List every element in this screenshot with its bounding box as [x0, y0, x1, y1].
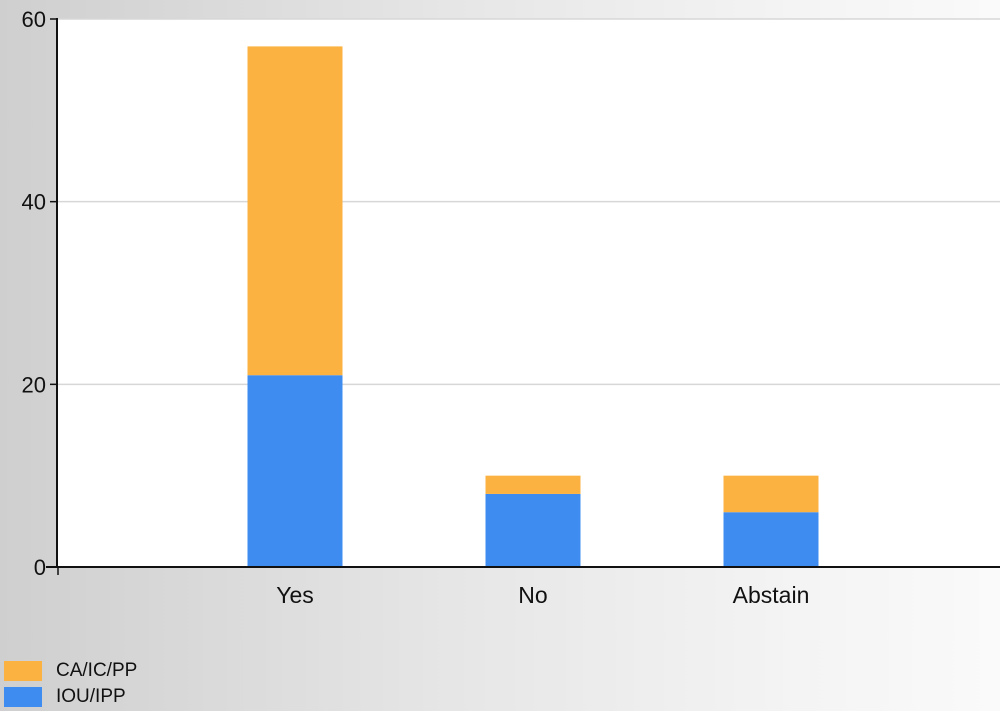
gridlines	[58, 18, 1000, 386]
axis-ticks	[50, 18, 59, 575]
bar-ca-ic-pp-abstain	[723, 475, 819, 513]
x-category-label: Yes	[276, 582, 314, 608]
legend-label-ca-ic-pp: CA/IC/PP	[56, 660, 138, 681]
bar-ca-ic-pp-no	[485, 475, 581, 494]
bar-ca-ic-pp-yes	[247, 46, 343, 376]
x-category-labels: Yes No Abstain	[276, 582, 809, 608]
bar-iou-ipp-no	[485, 493, 581, 567]
bars	[247, 46, 819, 567]
bar-iou-ipp-abstain	[723, 512, 819, 567]
y-tick-label: 40	[22, 190, 46, 215]
bar-iou-ipp-yes	[247, 375, 343, 567]
y-tick-label: 20	[22, 372, 46, 397]
y-tick-label: 60	[22, 7, 46, 32]
legend: CA/IC/PP IOU/IPP	[4, 658, 137, 710]
x-category-label: Abstain	[733, 582, 810, 608]
legend-item-ca-ic-pp: CA/IC/PP	[4, 658, 137, 684]
legend-swatch-ca-ic-pp	[4, 661, 42, 681]
legend-item-iou-ipp: IOU/IPP	[4, 684, 137, 710]
y-tick-labels: 0 20 40 60	[22, 7, 46, 580]
x-category-label: No	[518, 582, 547, 608]
y-tick-label: 0	[34, 555, 46, 580]
legend-swatch-iou-ipp	[4, 687, 42, 707]
legend-label-iou-ipp: IOU/IPP	[56, 686, 126, 707]
